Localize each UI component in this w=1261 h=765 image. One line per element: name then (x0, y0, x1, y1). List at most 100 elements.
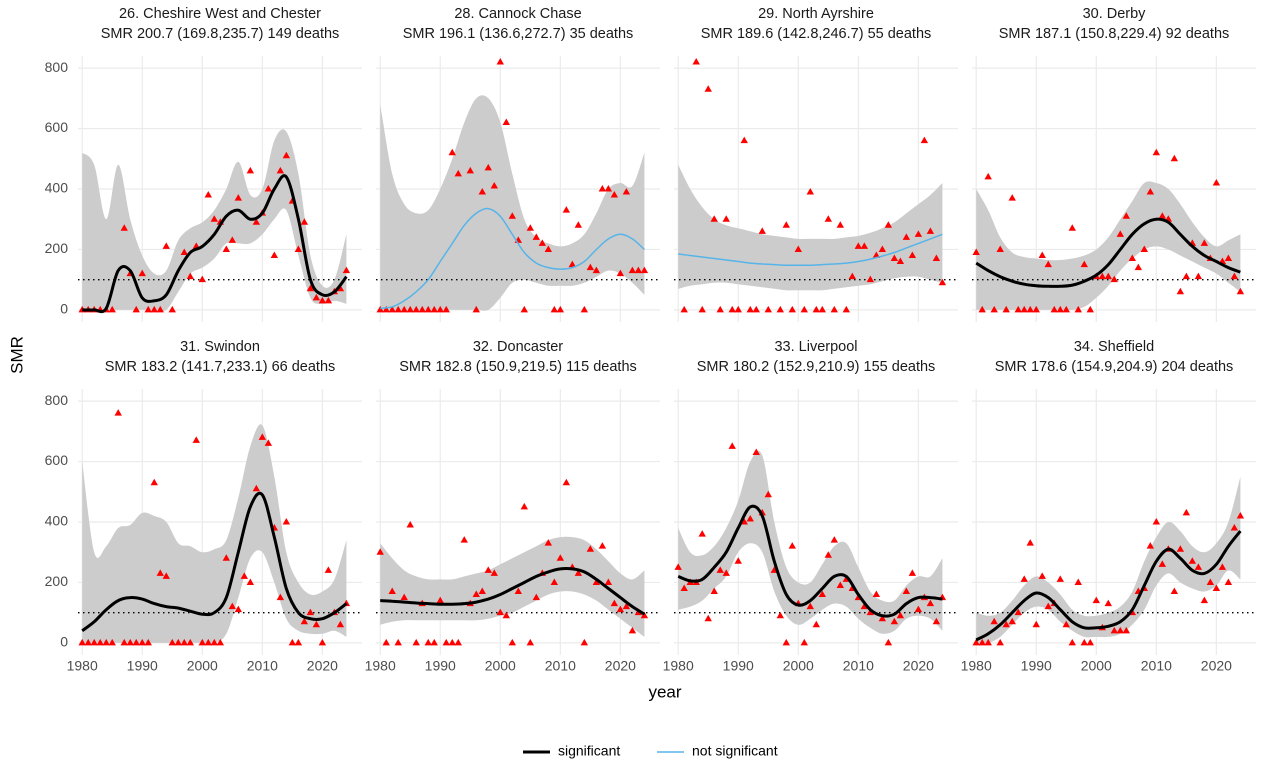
data-point (914, 605, 923, 613)
data-point (824, 551, 833, 558)
x-tick-label: 2000 (485, 658, 516, 674)
fit-line (81, 491, 348, 633)
data-point (818, 305, 827, 313)
data-point (776, 305, 784, 313)
data-point (902, 587, 911, 595)
data-point (186, 272, 194, 280)
data-point (598, 185, 607, 192)
data-point (556, 554, 565, 561)
data-point (508, 638, 516, 646)
data-point (78, 638, 86, 646)
data-point (908, 251, 917, 258)
data-point (114, 409, 122, 416)
data-point (616, 269, 625, 277)
fit-line (975, 217, 1241, 288)
data-point (1008, 194, 1016, 201)
data-point (1200, 596, 1209, 604)
data-point (318, 296, 327, 304)
data-point (746, 514, 754, 522)
panel-title: 31. Swindon (180, 339, 260, 355)
data-point (978, 305, 986, 313)
data-point (294, 638, 303, 646)
data-point (788, 305, 796, 313)
data-point (412, 305, 420, 313)
y-tick-label: 400 (45, 513, 69, 529)
data-point (306, 284, 315, 292)
data-point (150, 305, 158, 313)
data-point (108, 638, 116, 646)
data-point (1146, 542, 1155, 549)
panel-subtitle: SMR 189.6 (142.8,246.7) 55 deaths (701, 26, 932, 42)
fit-line (677, 504, 943, 618)
y-tick-label: 800 (45, 59, 69, 75)
data-point (144, 305, 152, 313)
data-point (1230, 272, 1239, 280)
data-point (388, 587, 396, 595)
data-point (126, 638, 134, 646)
data-point (764, 305, 772, 313)
data-point (710, 587, 718, 595)
data-point (830, 305, 839, 313)
data-point (496, 58, 504, 65)
data-point (376, 548, 384, 555)
data-point (526, 224, 535, 231)
data-point (1074, 305, 1082, 313)
data-point (812, 620, 821, 628)
data-point (1080, 260, 1088, 268)
data-point (902, 233, 911, 240)
data-point (884, 638, 893, 646)
data-point (306, 608, 315, 616)
data-point (836, 221, 845, 228)
data-point (1032, 620, 1040, 628)
data-point (132, 638, 140, 646)
data-point (1050, 305, 1058, 313)
x-tick-label: 2010 (1141, 658, 1172, 674)
data-point (842, 305, 851, 313)
data-point (1008, 617, 1016, 625)
data-point (996, 245, 1004, 252)
data-point (490, 569, 498, 576)
data-point (692, 58, 700, 65)
data-point (920, 136, 929, 144)
data-point (318, 638, 327, 646)
x-tick-label: 2020 (903, 658, 934, 674)
data-point (204, 191, 212, 198)
data-point (634, 266, 643, 274)
data-point (400, 305, 408, 313)
data-point (568, 260, 577, 268)
data-point (1104, 599, 1112, 607)
x-tick-label: 1980 (961, 658, 992, 674)
data-point (84, 638, 92, 646)
data-point (1086, 305, 1094, 313)
data-point (740, 136, 748, 144)
data-point (1236, 287, 1245, 295)
x-tick-label: 1980 (67, 658, 98, 674)
panel-subtitle: SMR 187.1 (150.8,229.4) 92 deaths (999, 26, 1230, 42)
data-point (872, 251, 881, 258)
data-point (1152, 518, 1161, 525)
data-point (580, 305, 589, 313)
data-point (698, 305, 706, 313)
data-point (598, 542, 607, 549)
data-point (418, 305, 426, 313)
data-point (234, 605, 243, 613)
data-point (168, 638, 176, 646)
data-point (704, 85, 712, 92)
data-point (586, 545, 595, 552)
data-point (102, 638, 110, 646)
data-point (442, 638, 450, 646)
data-point (508, 212, 516, 219)
data-point (836, 581, 845, 588)
data-point (520, 305, 529, 313)
data-point (204, 638, 212, 646)
data-point (1020, 305, 1028, 313)
y-tick-label: 400 (45, 180, 69, 196)
data-point (222, 245, 231, 252)
data-point (1158, 212, 1167, 219)
panel: 29. North Ayrshire SMR 189.6 (142.8,246.7… (674, 6, 958, 322)
data-point (990, 617, 998, 625)
data-point (442, 305, 450, 313)
y-tick-label: 600 (45, 119, 69, 135)
data-point (1176, 545, 1185, 552)
data-point (592, 578, 601, 585)
